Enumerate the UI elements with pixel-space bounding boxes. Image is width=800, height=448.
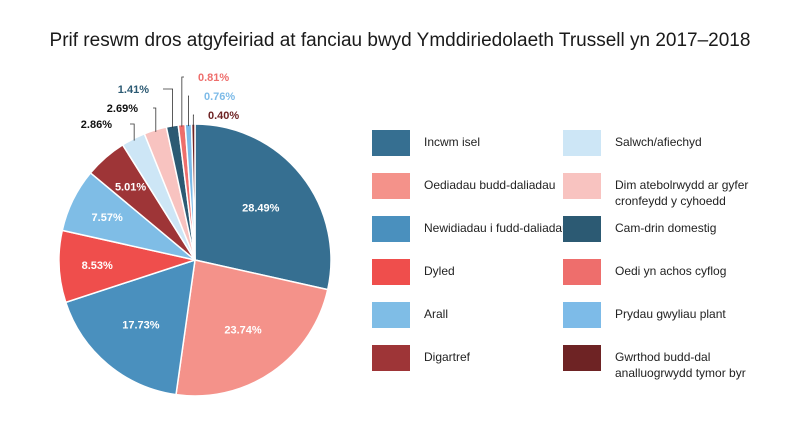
pie-slice-oediadau-budd-daliadau: [175, 259, 329, 397]
legend-item: Oediadau budd-daliadau: [372, 173, 555, 199]
legend-item: Gwrthod budd-dal analluogrwydd tymor byr: [563, 345, 746, 381]
legend-swatch: [563, 216, 601, 242]
data-label-oediadau-budd-daliadau: 23.74%: [224, 324, 262, 336]
legend-item: Incwm isel: [372, 130, 480, 156]
legend-item: Dim atebolrwydd ar gyfer cronfeydd y cyho…: [563, 173, 748, 209]
leader-line-gwrthod-budd-dal-analluogrwydd-tymor-byr: [192, 114, 194, 127]
legend-swatch: [372, 130, 410, 156]
legend-label-line: Newidiadau i fudd-daliadau: [424, 221, 569, 235]
data-label-gwrthod-budd-dal-analluogrwydd-tymor-byr: 0.40%: [208, 110, 239, 122]
legend-label: Dyled: [424, 259, 455, 279]
legend-label-line: Oedi yn achos cyflog: [615, 264, 727, 278]
legend-label: Digartref: [424, 345, 470, 365]
legend-label-line: Arall: [424, 307, 449, 321]
legend-label-line: Prydau gwyliau plant: [615, 307, 726, 321]
pie-slice-incwm-isel: [194, 123, 332, 291]
legend-item: Newidiadau i fudd-daliadau: [372, 216, 569, 242]
data-label-arall: 7.57%: [92, 212, 123, 224]
leader-line-dim-atebolrwydd-ar-gyfer-cronfeydd-y-cyhoedd: [153, 107, 157, 132]
data-label-prydau-gwyliau-plant: 0.76%: [204, 91, 235, 103]
legend-label: Incwm isel: [424, 130, 480, 150]
legend-label: Prydau gwyliau plant: [615, 302, 726, 322]
legend-swatch: [372, 259, 410, 285]
legend-label: Oediadau budd-daliadau: [424, 173, 555, 193]
legend-label-line: Oediadau budd-daliadau: [424, 178, 556, 192]
legend-item: Prydau gwyliau plant: [563, 302, 726, 328]
legend-swatch: [372, 345, 410, 371]
legend-label-line: Gwrthod budd-dal: [615, 350, 711, 364]
legend-label: Gwrthod budd-dal analluogrwydd tymor byr: [615, 345, 746, 381]
legend-item: Dyled: [372, 259, 455, 285]
legend-item: Salwch/afiechyd: [563, 130, 702, 156]
legend-label-line: Dim atebolrwydd ar gyfer: [615, 178, 749, 192]
legend-label-line: Salwch/afiechyd: [615, 135, 702, 149]
leader-line-oedi-yn-achos-cyflog: [181, 76, 184, 127]
data-label-dim-atebolrwydd-ar-gyfer-cronfeydd-y-cyhoedd: 2.69%: [107, 103, 138, 115]
leader-line-prydau-gwyliau-plant: [188, 95, 189, 127]
legend-swatch: [563, 130, 601, 156]
legend-swatch: [372, 216, 410, 242]
legend-label: Newidiadau i fudd-daliadau: [424, 216, 569, 236]
legend-item: Digartref: [372, 345, 470, 371]
legend-label-line: cronfeydd y cyhoedd: [615, 194, 726, 208]
data-label-newidiadau-i-fudd-daliadau: 17.73%: [122, 320, 160, 332]
legend-label: Dim atebolrwydd ar gyfer cronfeydd y cyho…: [615, 173, 748, 209]
chart-title: Prif reswm dros atgyfeiriad at fanciau b…: [49, 30, 751, 51]
data-label-digartref: 5.01%: [115, 181, 146, 193]
legend-swatch: [372, 302, 410, 328]
legend-item: Arall: [372, 302, 448, 328]
legend-label: Oedi yn achos cyflog: [615, 259, 726, 279]
data-label-oedi-yn-achos-cyflog: 0.81%: [198, 72, 229, 84]
legend-label-line: Cam-drin domestig: [615, 221, 717, 235]
legend-swatch: [372, 173, 410, 199]
legend-label-line: Incwm isel: [424, 135, 481, 149]
data-label-incwm-isel: 28.49%: [242, 202, 280, 214]
data-label-dyled: 8.53%: [82, 260, 113, 272]
legend-label: Salwch/afiechyd: [615, 130, 702, 150]
leader-line-salwch-afiechyd: [130, 123, 135, 141]
leader-line-cam-drin-domestig: [163, 88, 173, 128]
legend-label: Arall: [424, 302, 448, 322]
data-label-salwch-afiechyd: 2.86%: [81, 119, 112, 131]
legend-item: Cam-drin domestig: [563, 216, 716, 242]
pie-slice-newidiadau-i-fudd-daliadau: [64, 258, 196, 396]
legend-label-line: analluogrwydd tymor byr: [615, 366, 746, 380]
data-label-cam-drin-domestig: 1.41%: [118, 84, 149, 96]
legend-item: Oedi yn achos cyflog: [563, 259, 726, 285]
legend-swatch: [563, 173, 601, 199]
legend-swatch: [563, 345, 601, 371]
legend-label-line: Dyled: [424, 264, 455, 278]
legend-label: Cam-drin domestig: [615, 216, 716, 236]
legend-label-line: Digartref: [424, 350, 471, 364]
legend-swatch: [563, 259, 601, 285]
legend-swatch: [563, 302, 601, 328]
